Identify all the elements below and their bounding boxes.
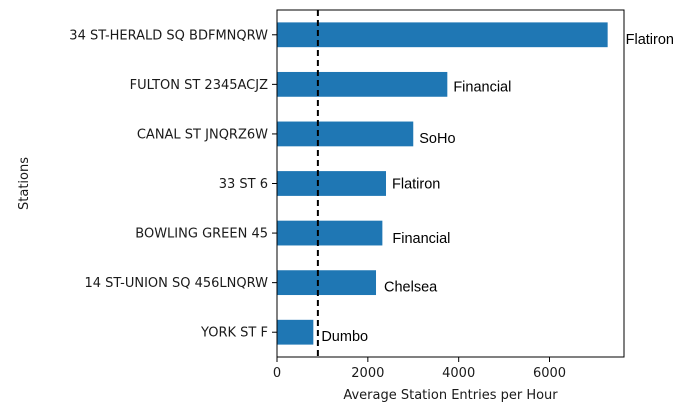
bar-annotation: SoHo	[419, 131, 455, 147]
y-tick-label: CANAL ST JNQRZ6W	[137, 127, 268, 142]
plot-area: Flatiron Financial SoHo Flatiron Financial Ch…	[277, 10, 674, 357]
x-axis-title: Average Station Entries per Hour	[343, 388, 558, 403]
bar-annotation: Chelsea	[384, 280, 438, 296]
y-axis-title: Stations	[17, 157, 32, 210]
bar	[277, 22, 608, 48]
x-axis: 0 2000 4000 6000	[273, 357, 566, 381]
bar	[277, 220, 383, 246]
x-tick-label: 4000	[442, 366, 475, 381]
bar	[277, 270, 377, 296]
bar	[277, 71, 448, 97]
bar-annotation: Flatiron	[392, 177, 440, 193]
x-tick-label: 2000	[351, 366, 384, 381]
bar-annotation: Dumbo	[321, 329, 368, 345]
y-tick-label: 34 ST-HERALD SQ BDFMNQRW	[69, 28, 268, 43]
bar	[277, 319, 314, 345]
bar-annotation: Flatiron	[626, 32, 674, 48]
y-axis: 34 ST-HERALD SQ BDFMNQRW FULTON ST 2345AC…	[69, 28, 277, 341]
y-tick-label: 33 ST 6	[219, 177, 268, 192]
y-tick-label: FULTON ST 2345ACJZ	[130, 78, 268, 93]
bar-annotation: Financial	[453, 79, 511, 95]
bar-annotation: Financial	[392, 231, 450, 247]
bar	[277, 121, 414, 147]
x-tick-label: 6000	[533, 366, 566, 381]
y-tick-label: 14 ST-UNION SQ 456LNQRW	[84, 276, 268, 291]
bar	[277, 171, 387, 196]
y-tick-label: BOWLING GREEN 45	[135, 227, 268, 242]
x-tick-label: 0	[273, 366, 281, 381]
y-tick-label: YORK ST F	[200, 326, 268, 341]
